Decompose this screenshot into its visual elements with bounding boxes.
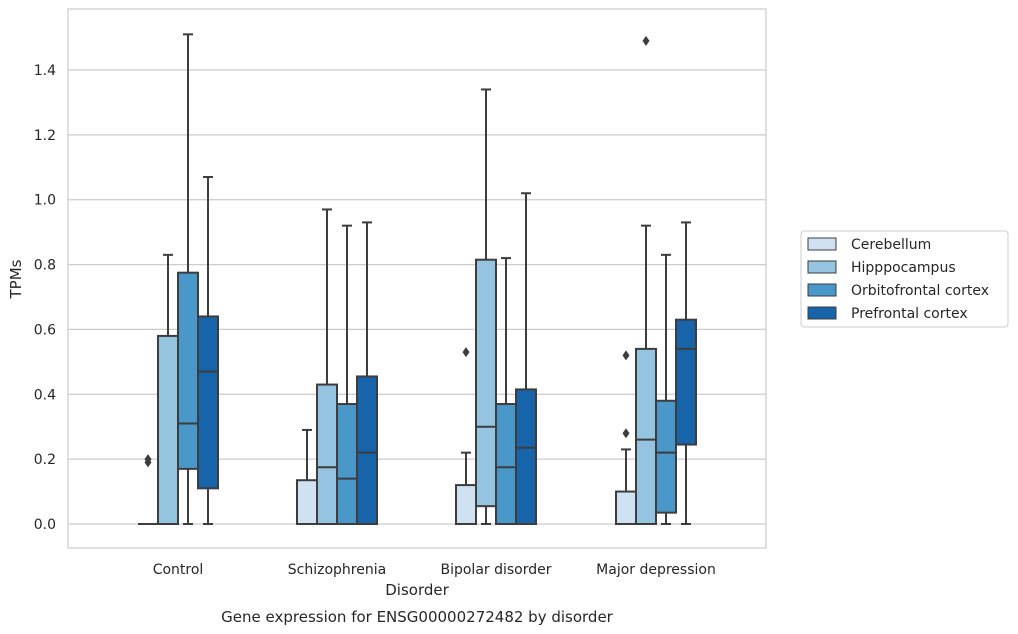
- box-orbitofrontal-cortex: [495, 257, 517, 525]
- box-body: [635, 347, 657, 525]
- y-tick-label: 0.0: [34, 517, 56, 533]
- box-cerebellum: [455, 347, 477, 526]
- box-body: [197, 315, 219, 490]
- legend-swatch: [807, 283, 837, 297]
- legend-label: Hipppocampus: [851, 260, 956, 276]
- y-tick-label: 0.4: [34, 387, 56, 403]
- box-body: [495, 403, 517, 525]
- x-tick-labels: Control Schizophrenia Bipolar disorder Majo…: [153, 562, 716, 578]
- x-tick-label: Major depression: [596, 562, 716, 578]
- legend-swatch: [807, 306, 837, 320]
- legend-frame: [800, 230, 1009, 328]
- box-body: [316, 383, 338, 525]
- y-tick-label: 0.2: [34, 452, 56, 468]
- box-prefrontal-cortex: [197, 176, 219, 525]
- outlier-point: [462, 347, 470, 358]
- box-body: [296, 479, 318, 526]
- box-prefrontal-cortex: [356, 221, 378, 526]
- box-body: [615, 490, 637, 526]
- box-body: [475, 258, 497, 508]
- box-prefrontal-cortex: [515, 192, 537, 525]
- box-body: [356, 375, 378, 526]
- box-orbitofrontal-cortex: [655, 253, 677, 525]
- x-axis-label: Disorder: [385, 581, 449, 599]
- y-tick-label: 1.4: [34, 63, 56, 79]
- outlier-point: [144, 454, 152, 465]
- y-tick-label: 1.2: [34, 128, 56, 144]
- box-hipppocampus: [157, 253, 179, 525]
- box-body: [515, 388, 537, 525]
- box-hipppocampus: [475, 88, 497, 525]
- y-tick-label: 1.0: [34, 193, 56, 209]
- y-tick-label: 0.6: [34, 322, 56, 338]
- box-body: [157, 334, 179, 525]
- outlier-point: [642, 35, 650, 46]
- box-orbitofrontal-cortex: [336, 224, 358, 525]
- outlier-point: [622, 350, 630, 361]
- x-tick-label: Bipolar disorder: [440, 562, 551, 578]
- box-hipppocampus: [635, 35, 657, 525]
- box-body: [177, 271, 199, 470]
- legend-label: Prefrontal cortex: [851, 306, 968, 322]
- box-prefrontal-cortex: [675, 221, 697, 525]
- plot-frame: [67, 8, 767, 549]
- x-tick-label: Control: [153, 562, 204, 578]
- legend-label: Cerebellum: [851, 237, 931, 253]
- outlier-point: [622, 428, 630, 439]
- legend-swatch: [807, 237, 837, 251]
- chart-caption: Gene expression for ENSG00000272482 by d…: [221, 608, 614, 626]
- y-axis-label: TPMs: [7, 259, 25, 299]
- box-body: [336, 403, 358, 525]
- box-body: [455, 484, 477, 526]
- box-cerebellum: [296, 428, 318, 526]
- y-tick-labels: 0.0 0.2 0.4 0.6 0.8 1.0 1.2 1.4: [34, 63, 56, 533]
- y-tick-label: 0.8: [34, 258, 56, 274]
- box-body: [675, 318, 697, 446]
- box-orbitofrontal-cortex: [177, 33, 199, 525]
- box-cerebellum: [615, 350, 637, 526]
- box-cerebellum: [138, 454, 158, 525]
- x-tick-label: Schizophrenia: [288, 562, 386, 578]
- legend-swatch: [807, 260, 837, 274]
- legend: Cerebellum Hipppocampus Orbitofrontal cort…: [800, 230, 1009, 328]
- box-series: [138, 33, 697, 526]
- legend-label: Orbitofrontal cortex: [851, 283, 989, 299]
- box-body: [655, 399, 677, 514]
- box-hipppocampus: [316, 208, 338, 525]
